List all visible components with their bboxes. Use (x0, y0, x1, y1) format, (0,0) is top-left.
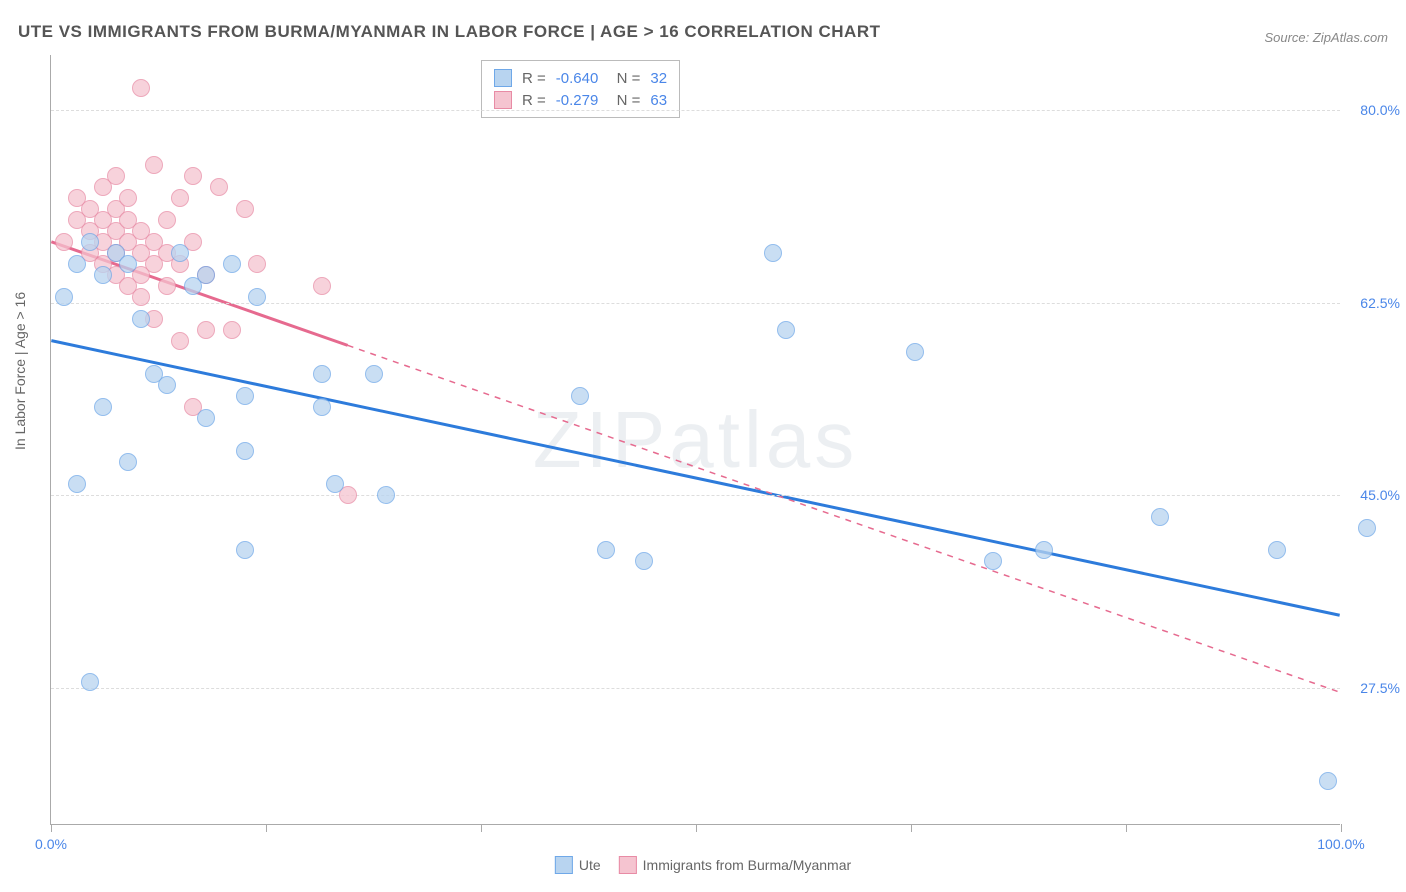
scatter-point (119, 255, 137, 273)
stats-row: R = -0.279 N = 63 (494, 89, 667, 111)
scatter-point (132, 288, 150, 306)
grid-line-h (51, 110, 1340, 111)
y-tick-label: 45.0% (1360, 487, 1400, 503)
scatter-point (906, 343, 924, 361)
stats-n-label: N = (608, 92, 640, 109)
x-tick-label: 0.0% (35, 836, 67, 852)
scatter-point (1319, 772, 1337, 790)
stats-n-value: 63 (650, 92, 667, 109)
watermark: ZIPatlas (533, 394, 858, 486)
scatter-point (635, 552, 653, 570)
stats-r-label: R = (522, 92, 546, 109)
scatter-point (197, 409, 215, 427)
scatter-point (1358, 519, 1376, 537)
scatter-point (248, 255, 266, 273)
x-tick (696, 824, 697, 832)
swatch-icon (494, 69, 512, 87)
scatter-point (313, 365, 331, 383)
stats-n-label: N = (608, 70, 640, 87)
legend-label: Immigrants from Burma/Myanmar (643, 857, 851, 873)
scatter-point (132, 79, 150, 97)
x-tick (481, 824, 482, 832)
source-label: Source: ZipAtlas.com (1264, 30, 1388, 45)
scatter-point (1035, 541, 1053, 559)
scatter-point (365, 365, 383, 383)
scatter-point (107, 167, 125, 185)
scatter-point (313, 398, 331, 416)
stats-row: R = -0.640 N = 32 (494, 67, 667, 89)
trend-line-solid (51, 341, 1339, 616)
scatter-point (1268, 541, 1286, 559)
scatter-point (597, 541, 615, 559)
legend-label: Ute (579, 857, 601, 873)
scatter-point (158, 376, 176, 394)
scatter-point (55, 233, 73, 251)
bottom-legend: Ute Immigrants from Burma/Myanmar (555, 856, 851, 874)
swatch-icon (494, 91, 512, 109)
swatch-icon (619, 856, 637, 874)
y-tick-label: 62.5% (1360, 295, 1400, 311)
scatter-point (94, 398, 112, 416)
x-tick (1126, 824, 1127, 832)
scatter-point (248, 288, 266, 306)
scatter-point (1151, 508, 1169, 526)
scatter-point (94, 266, 112, 284)
scatter-point (171, 244, 189, 262)
scatter-point (210, 178, 228, 196)
scatter-point (171, 189, 189, 207)
scatter-point (132, 310, 150, 328)
scatter-point (236, 541, 254, 559)
scatter-point (236, 387, 254, 405)
scatter-point (777, 321, 795, 339)
scatter-point (81, 233, 99, 251)
scatter-point (119, 453, 137, 471)
scatter-point (236, 442, 254, 460)
x-tick (1341, 824, 1342, 832)
y-axis-label: In Labor Force | Age > 16 (12, 292, 28, 450)
chart-title: UTE VS IMMIGRANTS FROM BURMA/MYANMAR IN … (18, 22, 881, 42)
scatter-point (197, 321, 215, 339)
x-tick (911, 824, 912, 832)
x-tick (51, 824, 52, 832)
scatter-point (197, 266, 215, 284)
grid-line-h (51, 303, 1340, 304)
stats-r-value: -0.279 (556, 92, 599, 109)
trend-lines-svg (51, 55, 1340, 824)
scatter-point (326, 475, 344, 493)
scatter-point (145, 156, 163, 174)
trend-line-dashed (348, 345, 1340, 692)
scatter-point (171, 332, 189, 350)
plot-area: ZIPatlas R = -0.640 N = 32R = -0.279 N =… (50, 55, 1340, 825)
grid-line-h (51, 495, 1340, 496)
scatter-point (81, 673, 99, 691)
stats-n-value: 32 (650, 70, 667, 87)
scatter-point (68, 255, 86, 273)
scatter-point (377, 486, 395, 504)
scatter-point (236, 200, 254, 218)
y-tick-label: 80.0% (1360, 102, 1400, 118)
swatch-icon (555, 856, 573, 874)
x-tick-label: 100.0% (1317, 836, 1364, 852)
scatter-point (223, 255, 241, 273)
scatter-point (68, 475, 86, 493)
stats-r-value: -0.640 (556, 70, 599, 87)
scatter-point (984, 552, 1002, 570)
stats-r-label: R = (522, 70, 546, 87)
scatter-point (223, 321, 241, 339)
legend-item: Ute (555, 856, 601, 874)
scatter-point (184, 167, 202, 185)
scatter-point (313, 277, 331, 295)
grid-line-h (51, 688, 1340, 689)
x-tick (266, 824, 267, 832)
scatter-point (158, 277, 176, 295)
y-tick-label: 27.5% (1360, 680, 1400, 696)
legend-item: Immigrants from Burma/Myanmar (619, 856, 851, 874)
scatter-point (119, 189, 137, 207)
scatter-point (158, 211, 176, 229)
scatter-point (764, 244, 782, 262)
scatter-point (55, 288, 73, 306)
scatter-point (571, 387, 589, 405)
